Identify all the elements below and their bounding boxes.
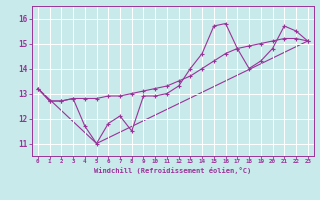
X-axis label: Windchill (Refroidissement éolien,°C): Windchill (Refroidissement éolien,°C) <box>94 167 252 174</box>
